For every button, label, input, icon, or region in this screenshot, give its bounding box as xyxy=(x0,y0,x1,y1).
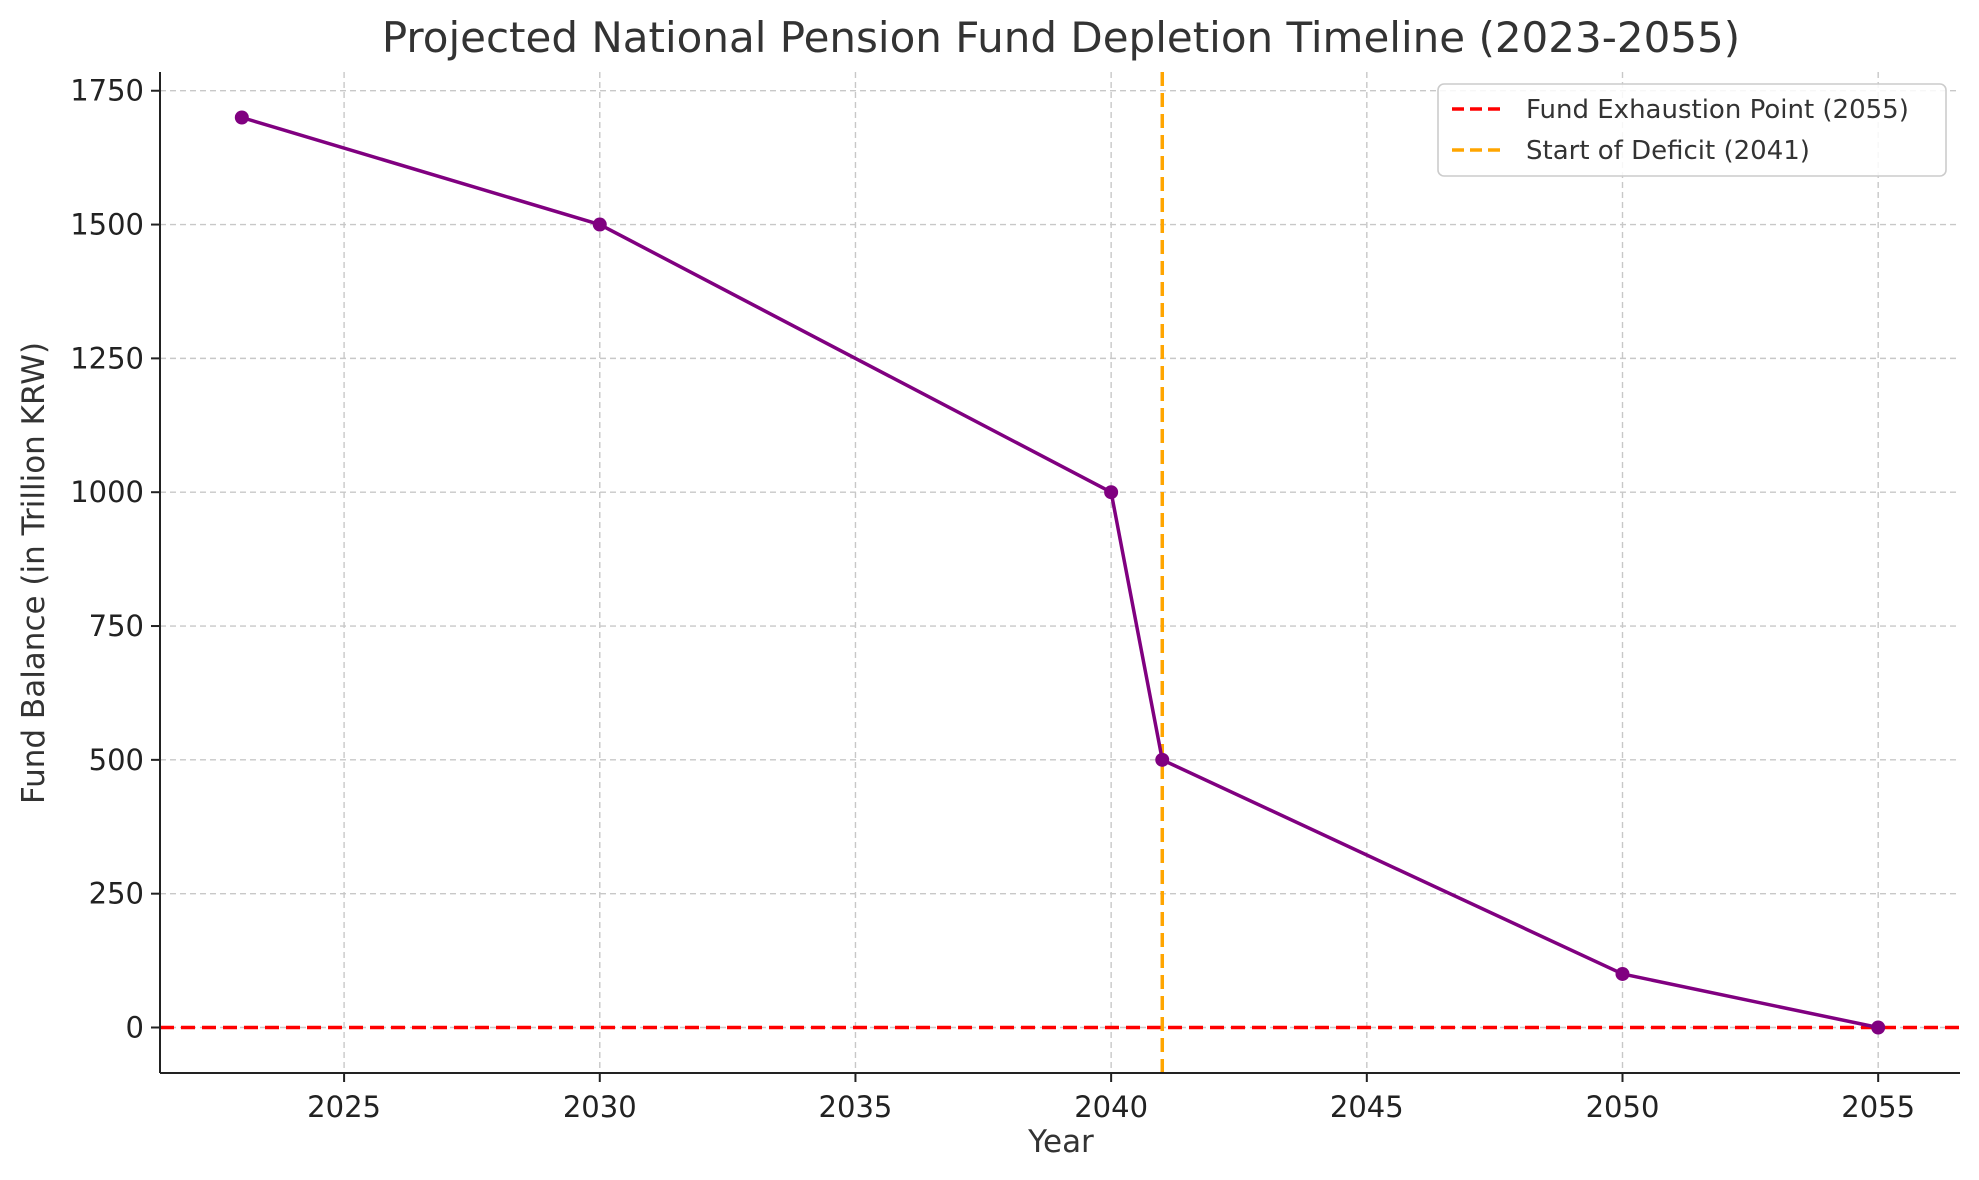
data-point xyxy=(1155,752,1170,767)
x-tick-label: 2030 xyxy=(563,1090,637,1124)
series-line xyxy=(241,115,1879,1030)
y-axis-label: Fund Balance (in Trillion KRW) xyxy=(16,342,52,804)
y-tick-label: 1000 xyxy=(70,475,144,509)
y-tick-label: 1500 xyxy=(70,208,144,242)
data-point xyxy=(234,110,249,125)
y-tick-label: 250 xyxy=(89,877,144,911)
y-tick-label: 1250 xyxy=(70,341,144,375)
ticks: 2025 2030 2035 2040 2045 2050 2055 0 250 500 750 10… xyxy=(70,74,1915,1124)
x-tick-label: 2025 xyxy=(307,1090,381,1124)
y-tick-label: 500 xyxy=(89,743,144,777)
data-point xyxy=(1104,485,1119,500)
x-axis-label: Year xyxy=(1027,1124,1094,1160)
legend: Fund Exhaustion Point (2055) Start of De… xyxy=(1437,83,1947,177)
data-point xyxy=(1615,966,1630,981)
y-tick-label: 750 xyxy=(89,609,144,643)
legend-label-exhaustion: Fund Exhaustion Point (2055) xyxy=(1526,95,1909,125)
y-tick-label: 1750 xyxy=(70,74,144,108)
chart-title: Projected National Pension Fund Depletio… xyxy=(382,13,1740,62)
series-layer xyxy=(234,110,1886,1035)
x-tick-label: 2045 xyxy=(1330,1090,1404,1124)
axes xyxy=(159,72,1960,1074)
x-tick-label: 2055 xyxy=(1841,1090,1915,1124)
grid xyxy=(160,72,1960,1073)
data-point xyxy=(592,217,607,232)
data-point xyxy=(1871,1020,1886,1035)
legend-box xyxy=(1437,83,1947,177)
x-tick-label: 2050 xyxy=(1586,1090,1660,1124)
legend-label-deficit: Start of Deficit (2041) xyxy=(1526,136,1810,166)
reference-lines xyxy=(160,72,1960,1073)
x-tick-label: 2040 xyxy=(1074,1090,1148,1124)
x-tick-label: 2035 xyxy=(819,1090,893,1124)
y-tick-label: 0 xyxy=(126,1011,144,1045)
